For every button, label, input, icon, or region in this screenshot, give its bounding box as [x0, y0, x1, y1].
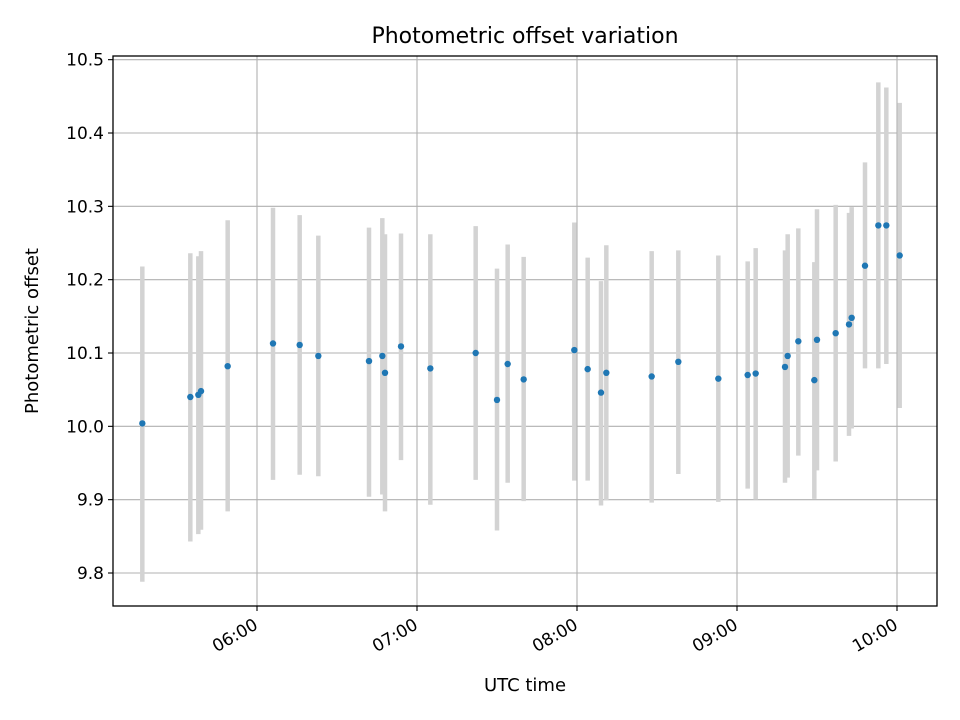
y-tick-label: 10.4 [66, 124, 104, 144]
data-point [875, 222, 882, 229]
y-axis-ticks: 9.8 9.9 10.0 10.1 10.2 10.3 10.4 10.5 [66, 51, 113, 584]
data-point [315, 352, 322, 360]
data-point [896, 252, 903, 259]
data-point [832, 330, 839, 337]
data-point [603, 369, 610, 376]
y-tick-label: 10.0 [66, 417, 104, 437]
data-point [571, 346, 578, 354]
data-point [845, 321, 853, 328]
y-axis-label: Photometric offset [22, 248, 43, 414]
y-tick-label: 10.2 [66, 271, 104, 291]
data-point [883, 222, 890, 229]
data-point [520, 376, 527, 383]
data-point [811, 376, 818, 384]
plot-frame [112, 55, 938, 607]
data-point [365, 357, 373, 365]
y-tick-label: 10.5 [66, 51, 104, 71]
data-point [139, 420, 146, 427]
data-points [139, 222, 903, 427]
data-point [187, 393, 194, 401]
data-point [224, 363, 231, 370]
data-point [197, 387, 205, 395]
data-point [379, 352, 386, 360]
data-point [472, 349, 479, 357]
data-point [584, 365, 591, 373]
data-point [848, 314, 855, 321]
y-tick-label: 10.1 [66, 344, 104, 364]
data-point [504, 360, 511, 368]
data-point [381, 369, 389, 376]
chart-title: Photometric offset variation [371, 24, 678, 49]
data-point [296, 341, 303, 349]
y-tick-label: 9.9 [77, 491, 104, 511]
data-point [427, 365, 434, 372]
data-point [493, 396, 501, 404]
data-point [648, 373, 655, 380]
y-tick-label: 9.8 [77, 564, 104, 584]
data-point [795, 338, 802, 345]
data-point [675, 358, 682, 365]
data-point [715, 375, 722, 382]
data-point [784, 352, 791, 360]
data-point [781, 363, 789, 371]
data-point [752, 370, 759, 377]
data-point [813, 336, 821, 343]
data-point [861, 262, 869, 269]
data-point [597, 389, 605, 396]
y-tick-label: 10.3 [66, 197, 104, 217]
data-point [744, 371, 751, 379]
x-axis-label: UTC time [484, 675, 566, 696]
data-point [397, 343, 405, 350]
data-point [269, 340, 277, 347]
